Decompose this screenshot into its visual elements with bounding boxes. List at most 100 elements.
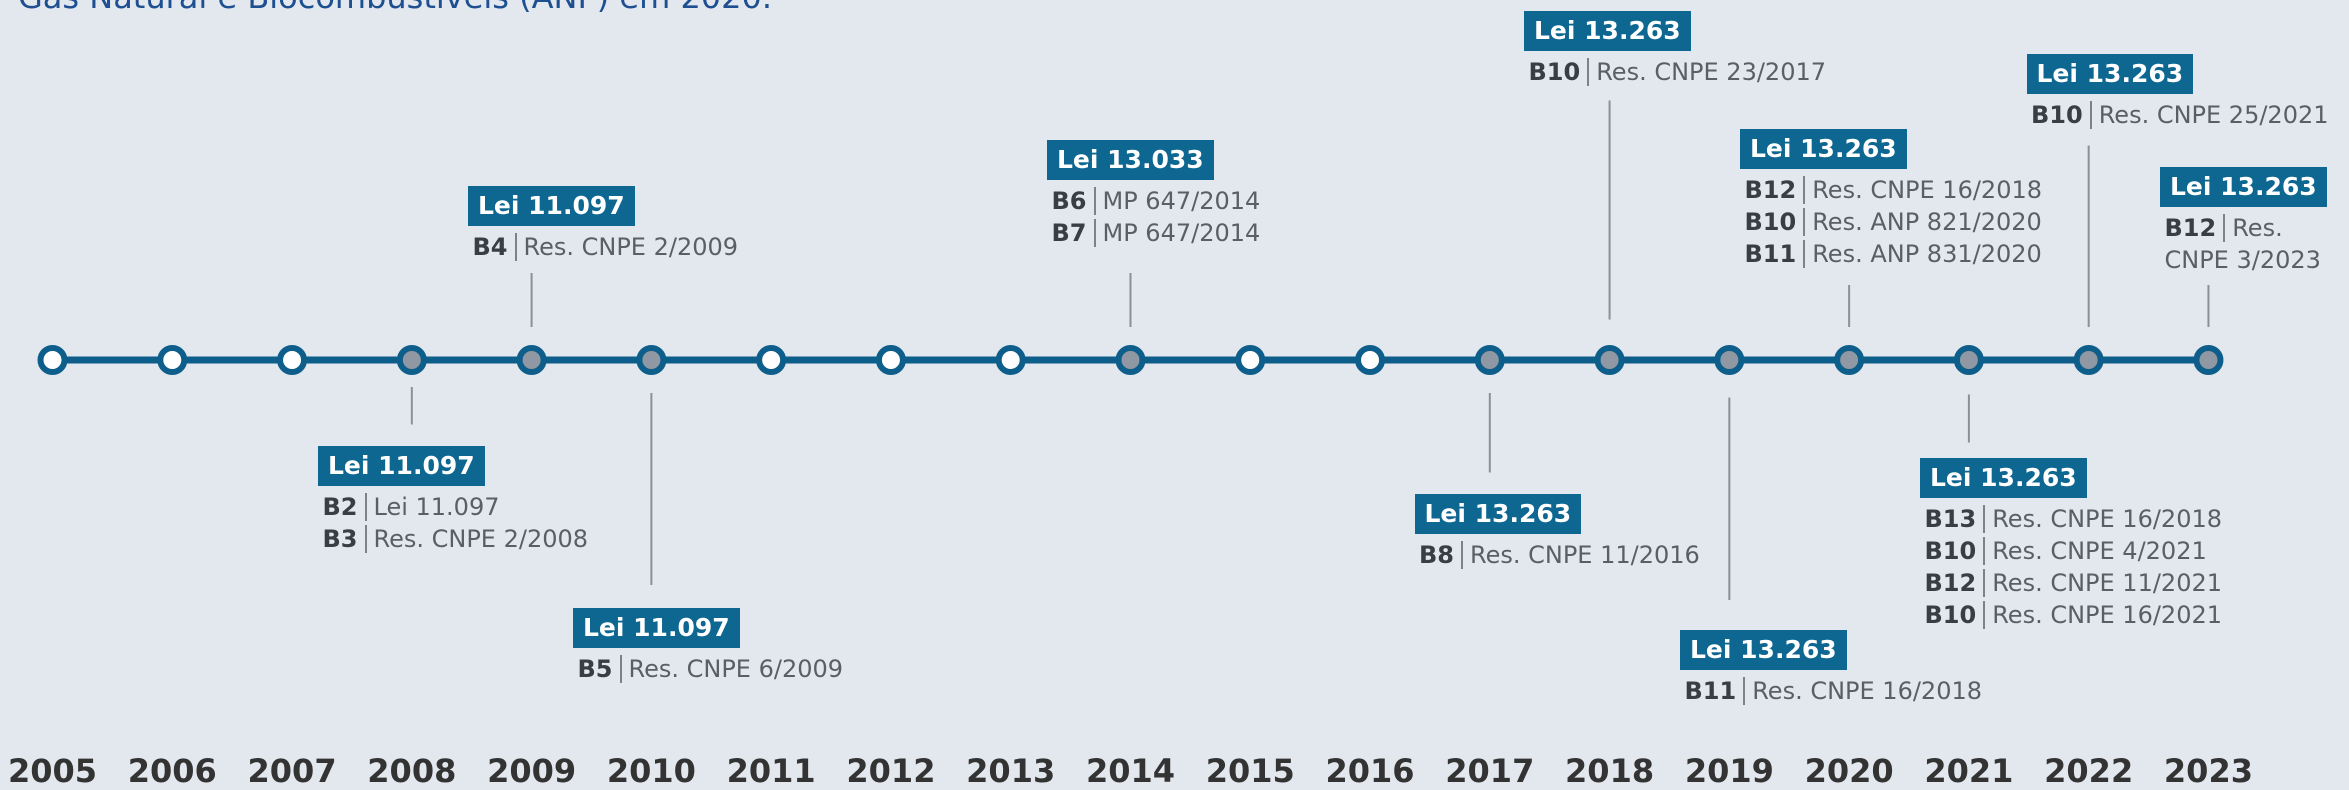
year-node bbox=[1474, 345, 1505, 375]
year-node bbox=[1115, 345, 1146, 375]
year-node bbox=[37, 345, 68, 375]
law-badge: Lei 13.263 bbox=[1414, 493, 1582, 534]
year-label: 2007 bbox=[247, 752, 337, 790]
year-node bbox=[1594, 345, 1625, 375]
item-text: Res. CNPE 11/2021 bbox=[1983, 568, 2223, 597]
event-items: B10 Res. CNPE 23/2017 bbox=[1529, 56, 1827, 88]
event-items: B4 Res. CNPE 2/2009 bbox=[473, 231, 739, 263]
item-code: B5 bbox=[577, 654, 613, 683]
year-label: 2014 bbox=[1085, 752, 1175, 790]
item-code: B10 bbox=[1528, 57, 1581, 86]
item-text: Res. CNPE 6/2009 bbox=[619, 654, 844, 683]
item-code: B6 bbox=[1051, 186, 1087, 215]
item-text: Res. CNPE 16/2021 bbox=[1983, 600, 2223, 629]
law-badge: Lei 13.263 bbox=[1524, 10, 1691, 51]
law-badge: Lei 11.097 bbox=[468, 186, 635, 226]
event-item: B7 MP 647/2014 bbox=[1052, 217, 1261, 249]
year-label: 2013 bbox=[966, 752, 1056, 790]
event-items: B6 MP 647/2014 B7 MP 647/2014 bbox=[1052, 185, 1261, 249]
item-code: B8 bbox=[1419, 540, 1454, 569]
item-code: B13 bbox=[1924, 504, 1977, 533]
item-text: MP 647/2014 bbox=[1093, 186, 1261, 215]
year-node bbox=[756, 345, 787, 375]
event-item: B8 Res. CNPE 11/2016 bbox=[1419, 539, 1700, 571]
header-title: Gás Natural e Biocombustíveis (ANP) em 2… bbox=[18, 0, 772, 16]
year-node bbox=[157, 345, 188, 375]
year-node bbox=[277, 345, 308, 375]
event-item: B12 Res. CNPE 3/2023 bbox=[2164, 212, 2349, 276]
year-label: 2015 bbox=[1205, 752, 1295, 790]
year-node bbox=[396, 345, 427, 375]
year-node bbox=[875, 345, 906, 375]
event-item: B13 Res. CNPE 16/2018 bbox=[1925, 503, 2223, 535]
year-label: 2016 bbox=[1325, 752, 1415, 790]
year-node bbox=[1235, 345, 1266, 375]
event-items: B10 Res. CNPE 25/2021 bbox=[2031, 99, 2329, 131]
event-item: B11 Res. ANP 831/2020 bbox=[1745, 238, 2043, 270]
year-label: 2006 bbox=[127, 752, 217, 790]
year-node bbox=[1834, 345, 1865, 375]
law-badge: Lei 13.263 bbox=[1740, 129, 1907, 169]
law-badge: Lei 13.263 bbox=[1680, 630, 1847, 670]
item-text: Res. CNPE 16/2018 bbox=[1803, 176, 2043, 204]
event-item: B10 Res. CNPE 23/2017 bbox=[1529, 56, 1827, 88]
year-node bbox=[2193, 345, 2224, 375]
item-text: Lei 11.097 bbox=[364, 492, 500, 521]
item-code: B10 bbox=[1924, 600, 1977, 629]
year-label: 2017 bbox=[1445, 752, 1535, 790]
event-item: B12 Res. CNPE 16/2018 bbox=[1745, 174, 2043, 206]
event-item: B6 MP 647/2014 bbox=[1052, 185, 1261, 217]
event-item: B10 Res. CNPE 25/2021 bbox=[2031, 99, 2329, 131]
year-node bbox=[516, 345, 547, 375]
year-node bbox=[636, 345, 667, 375]
item-text: Res. ANP 821/2020 bbox=[1803, 208, 2042, 236]
year-label: 2010 bbox=[606, 752, 696, 790]
event-item: B3 Res. CNPE 2/2008 bbox=[323, 523, 589, 555]
event-item: B5 Res. CNPE 6/2009 bbox=[578, 653, 844, 685]
event-items: B13 Res. CNPE 16/2018 B10 Res. CNPE 4/2021 B… bbox=[1925, 503, 2223, 631]
year-label: 2009 bbox=[487, 752, 577, 790]
law-badge: Lei 13.263 bbox=[2026, 54, 2194, 94]
item-code: B11 bbox=[1744, 240, 1797, 268]
year-label: 2019 bbox=[1684, 752, 1774, 790]
item-code: B10 bbox=[2031, 101, 2083, 129]
item-text: Res. CNPE 16/2018 bbox=[1743, 677, 1983, 705]
event-item: B10 Res. ANP 821/2020 bbox=[1745, 206, 2043, 238]
event-items: B8 Res. CNPE 11/2016 bbox=[1419, 539, 1700, 571]
year-label: 2018 bbox=[1565, 752, 1655, 790]
law-badge: Lei 13.263 bbox=[1920, 457, 2087, 498]
year-node bbox=[1953, 345, 1984, 375]
item-text: Res. CNPE 2/2008 bbox=[364, 524, 589, 553]
law-badge: Lei 11.097 bbox=[318, 445, 485, 486]
year-node bbox=[995, 345, 1026, 375]
item-text: Res. CNPE 4/2021 bbox=[1983, 536, 2207, 565]
item-text: Res. CNPE 3/2023 bbox=[2164, 213, 2321, 274]
law-badge: Lei 13.033 bbox=[1047, 139, 1214, 180]
year-label: 2021 bbox=[1924, 752, 2014, 790]
item-text: Res. ANP 831/2020 bbox=[1803, 240, 2042, 268]
year-node bbox=[1714, 345, 1745, 375]
item-text: MP 647/2014 bbox=[1093, 218, 1261, 247]
item-code: B10 bbox=[1924, 536, 1977, 565]
year-label: 2012 bbox=[846, 752, 936, 790]
item-code: B12 bbox=[2164, 213, 2217, 242]
event-item: B10 Res. CNPE 16/2021 bbox=[1925, 599, 2223, 631]
event-items: B2 Lei 11.097 B3 Res. CNPE 2/2008 bbox=[323, 491, 589, 555]
event-items: B12 Res. CNPE 3/2023 bbox=[2164, 212, 2349, 276]
year-label: 2022 bbox=[2044, 752, 2134, 790]
item-code: B12 bbox=[1924, 568, 1977, 597]
item-text: Res. CNPE 2/2009 bbox=[514, 233, 739, 261]
item-code: B3 bbox=[322, 524, 358, 553]
item-code: B2 bbox=[322, 492, 358, 521]
year-node bbox=[2073, 345, 2104, 375]
item-text: Res. CNPE 23/2017 bbox=[1587, 57, 1827, 86]
year-node bbox=[1355, 345, 1386, 375]
item-text: Res. CNPE 16/2018 bbox=[1983, 504, 2223, 533]
item-text: Res. CNPE 11/2016 bbox=[1461, 540, 1700, 569]
law-badge: Lei 11.097 bbox=[573, 607, 740, 648]
event-item: B11 Res. CNPE 16/2018 bbox=[1685, 675, 1983, 707]
event-items: B12 Res. CNPE 16/2018 B10 Res. ANP 821/2020… bbox=[1745, 174, 2043, 270]
item-text: Res. CNPE 25/2021 bbox=[2089, 101, 2329, 129]
